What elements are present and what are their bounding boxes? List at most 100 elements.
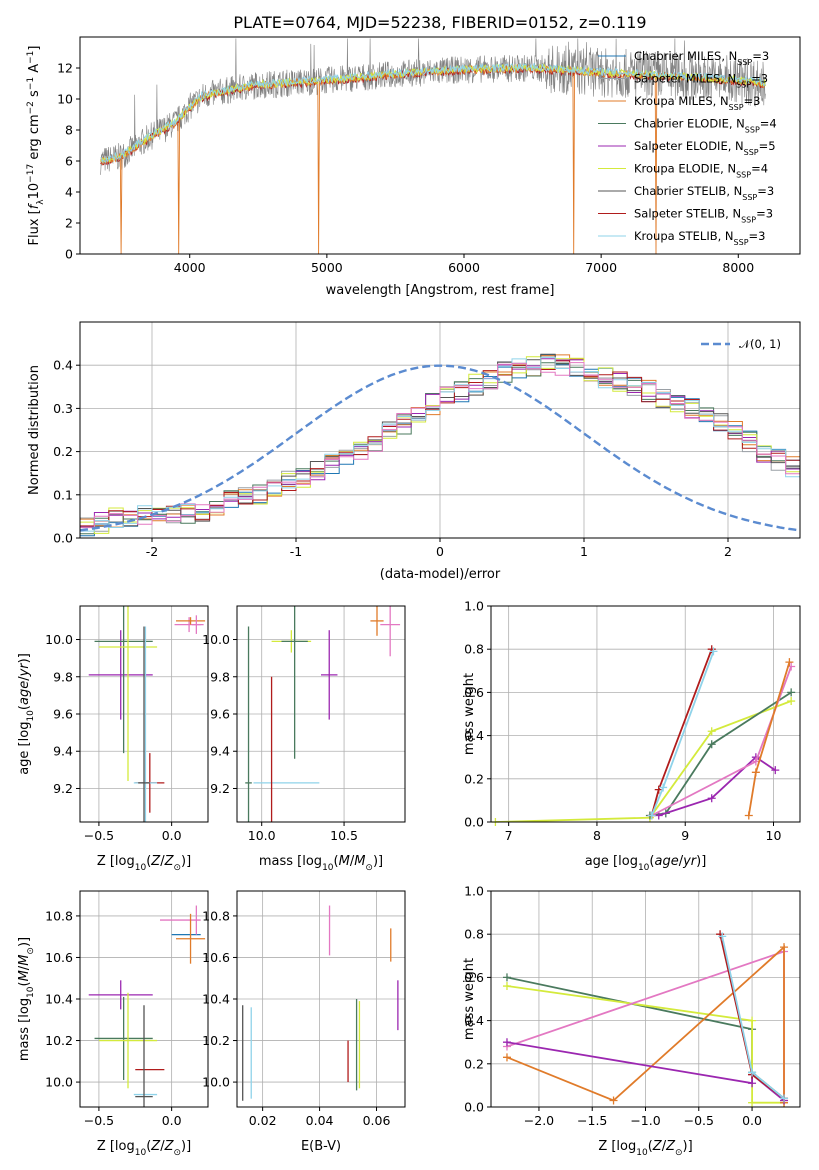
x-tick-label: 10	[766, 828, 782, 843]
x-axis-label: mass [log10(M/M⊙)]	[259, 854, 383, 873]
residual-histogram	[80, 362, 800, 529]
y-axis-label: mass [log10(M/M⊙)]	[17, 937, 36, 1061]
y-tick-label: 10.8	[45, 908, 73, 923]
errorbar-point	[88, 630, 153, 720]
errorbar-point	[98, 992, 158, 1089]
legend-entry: Kroupa STELIB, NSSP=3	[634, 229, 765, 247]
legend-entry: Chabrier ELODIE, NSSP=4	[634, 117, 777, 135]
weight-marker	[787, 688, 796, 697]
weight-series-line	[658, 756, 776, 817]
x-axis-label: Z [log10(Z/Z⊙)]	[97, 1139, 191, 1158]
weight-marker	[709, 647, 718, 656]
weight-marker	[744, 811, 753, 820]
marks-spectrum	[100, 38, 766, 254]
axes-frame	[490, 890, 801, 1108]
residual-histogram	[80, 353, 800, 528]
y-tick-label: 9.2	[210, 781, 230, 796]
x-tick-label: 8	[593, 828, 601, 843]
errorbar-point	[138, 626, 150, 822]
weight-marker	[707, 727, 716, 736]
x-axis-label: Z [log10(Z/Z⊙)]	[97, 854, 191, 873]
x-tick-label: 5000	[311, 260, 343, 275]
axes-age-vs-mass: 10.0 10.5 9.2 9.4 9.6 9.8 10.0 mass [log10(M/M⊙…	[202, 605, 406, 873]
x-axis-label: E(B-V)	[301, 1139, 341, 1154]
weight-marker	[609, 1096, 618, 1105]
errorbar-point	[98, 606, 158, 782]
gaussian-curve	[79, 364, 801, 532]
legend-entry: Chabrier STELIB, NSSP=3	[634, 184, 774, 202]
observed-spectrum	[100, 38, 766, 175]
x-tick-label: 2	[724, 544, 732, 559]
y-tick-label: 4	[65, 185, 73, 200]
weight-marker	[787, 697, 796, 706]
y-tick-label: 0.2	[53, 444, 73, 459]
legend-entry: Salpeter STELIB, NSSP=3	[634, 207, 773, 225]
axes-massweight-vs-z: −2.0 −1.5 −1.0 −0.5 0.0 0.0 0.2 0.4 0.6 0.8 1.0 mas…	[462, 884, 801, 1158]
axes-frame	[490, 605, 801, 823]
y-axis-label: Normed distribution	[27, 365, 42, 495]
axes-frame	[236, 890, 406, 1108]
weight-marker	[502, 1053, 511, 1062]
weight-series-line	[495, 700, 792, 822]
residual-histogram	[80, 358, 800, 528]
marks-age-vs-z	[88, 606, 206, 822]
marks-mass-vs-z	[88, 905, 206, 1107]
y-tick-label: 0.4	[464, 1013, 484, 1028]
marks-age-vs-mass	[245, 606, 401, 822]
residual-histogram	[80, 354, 800, 537]
axes-frame	[79, 36, 801, 255]
weight-series-line	[747, 661, 791, 816]
x-tick-label: -1	[290, 544, 302, 559]
axes-residuals: -2 -1 0 1 2 0.0 0.1 0.2 0.3 0.4 (data-model)/error…	[27, 321, 801, 582]
y-tick-label: 9.6	[53, 707, 73, 722]
x-axis-label: age [log10(age/yr)]	[585, 854, 707, 873]
weight-marker	[771, 766, 780, 775]
axes-age-vs-z: −0.5 0.0 9.2 9.4 9.6 9.8 10.0 Z [log10(Z/Z⊙)] ag…	[17, 605, 209, 873]
weight-series-line	[650, 651, 715, 816]
axes-massweight-vs-age: 7 8 9 10 0.0 0.2 0.4 0.6 0.8 1.0 mass weight age [l…	[462, 599, 801, 873]
y-tick-label: 12	[57, 61, 73, 76]
x-tick-label: -2	[146, 544, 158, 559]
x-tick-label: 9	[681, 828, 689, 843]
x-axis-label: (data-model)/error	[380, 567, 501, 582]
grid-age-vs-mass	[237, 606, 405, 822]
errorbar-point	[245, 626, 252, 822]
weight-marker	[659, 783, 668, 792]
axes-mass-vs-ebv: 0.02 0.04 0.06 10.0 10.2 10.4 10.6 10.8 E(B-V)	[202, 890, 406, 1154]
figure-title: PLATE=0764, MJD=52238, FIBERID=0152, z=0…	[233, 13, 646, 32]
axes-spectrum: 4000 5000 6000 7000 8000 0 2 4 6 8 10 12 wavelength …	[26, 36, 801, 298]
y-tick-label: 0.6	[464, 970, 484, 985]
x-tick-label: 0.0	[162, 1113, 182, 1128]
x-tick-label: 0.02	[249, 1113, 277, 1128]
errorbar-point	[94, 606, 153, 754]
weight-marker	[748, 1068, 757, 1077]
x-tick-label: −1.0	[630, 1113, 660, 1128]
y-tick-label: 10	[57, 92, 73, 107]
weight-marker	[780, 1094, 789, 1103]
x-tick-label: 7	[505, 828, 513, 843]
weight-marker	[707, 794, 716, 803]
weight-marker	[785, 658, 794, 667]
marks-residuals	[79, 353, 801, 537]
y-tick-label: 10.6	[45, 950, 73, 965]
weight-series-line	[506, 985, 784, 1104]
x-tick-label: −1.5	[577, 1113, 607, 1128]
y-tick-label: 0.2	[464, 1056, 484, 1071]
x-tick-label: 7000	[585, 260, 617, 275]
x-tick-label: 4000	[174, 260, 206, 275]
weight-marker	[718, 932, 727, 941]
y-tick-label: 0.3	[53, 401, 73, 416]
y-tick-label: 10.0	[202, 632, 230, 647]
errorbar-point	[176, 617, 206, 625]
y-tick-label: 0.0	[53, 531, 73, 546]
weight-marker	[647, 811, 656, 820]
y-tick-label: 0.8	[464, 642, 484, 657]
x-tick-label: 0.0	[742, 1113, 762, 1128]
weight-marker	[748, 1079, 757, 1088]
marks-massweight-vs-age	[491, 645, 796, 826]
y-tick-label: 0.0	[464, 815, 484, 830]
y-axis-label: Flux [fλ10−17 erg cm−2 s−1 A−1]	[26, 46, 46, 246]
errorbar-point	[321, 630, 338, 720]
y-tick-label: 9.6	[210, 707, 230, 722]
